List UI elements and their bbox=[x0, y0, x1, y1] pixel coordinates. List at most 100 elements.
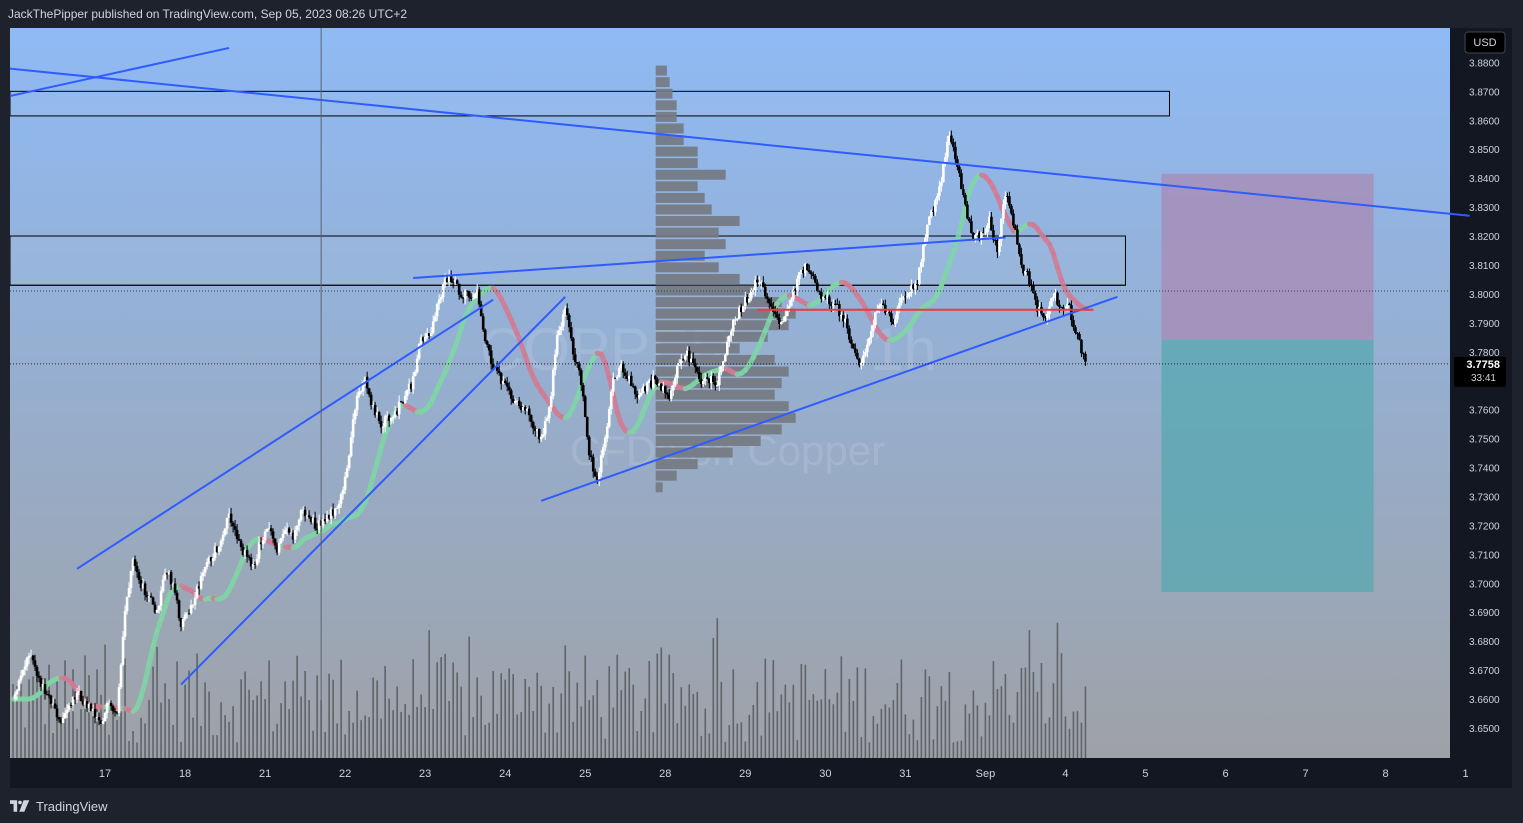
candle-body bbox=[365, 376, 369, 389]
volume-bar bbox=[252, 700, 254, 758]
volume-bar bbox=[984, 702, 987, 758]
candle-body bbox=[349, 437, 353, 456]
volume-bar bbox=[1004, 673, 1007, 758]
candle-body bbox=[451, 281, 455, 283]
candle-body bbox=[936, 196, 939, 201]
candle-body bbox=[435, 304, 439, 317]
candle-body bbox=[806, 263, 809, 271]
candle-body bbox=[649, 380, 653, 388]
volume-bar bbox=[324, 732, 326, 758]
volume-bar bbox=[420, 694, 422, 758]
candle-body bbox=[85, 701, 89, 709]
volume-bar bbox=[128, 740, 130, 758]
candle-body bbox=[253, 564, 257, 566]
volume-bar bbox=[604, 738, 607, 758]
time-axis-background bbox=[10, 758, 1512, 788]
candle-body bbox=[912, 285, 915, 289]
last-price-label: 3.7758 33:41 bbox=[1454, 356, 1506, 387]
volume-bar bbox=[928, 676, 931, 758]
volume-bar bbox=[660, 647, 663, 758]
candle-body bbox=[17, 680, 21, 691]
candle-body bbox=[129, 571, 133, 588]
candle-body bbox=[239, 540, 243, 548]
short-position-tool[interactable] bbox=[1161, 173, 1374, 592]
candle-body bbox=[447, 275, 451, 283]
candle-body bbox=[289, 532, 293, 534]
candle-body bbox=[930, 210, 933, 217]
ribbon-segment bbox=[610, 392, 620, 415]
volume-profile-row bbox=[655, 123, 684, 134]
price-axis[interactable]: 3.8800 3.8700 3.8600 3.8500 3.8400 3.8300 3.82… bbox=[1469, 58, 1500, 735]
candle-body bbox=[920, 262, 923, 268]
volume-bar bbox=[704, 708, 707, 758]
volume-bar bbox=[456, 672, 458, 758]
volume-bar bbox=[292, 680, 294, 758]
time-axis[interactable]: 17 18 21 22 23 24 25 28 29 30 31 Sep 4 5 6 7 8 1 bbox=[99, 768, 1469, 780]
volume-bar bbox=[848, 678, 851, 758]
candle-body bbox=[169, 571, 173, 585]
tradingview-footer[interactable]: TradingView bbox=[10, 797, 108, 815]
volume-bar bbox=[20, 681, 22, 758]
tradingview-logo-icon bbox=[10, 800, 30, 812]
volume-bar bbox=[1076, 711, 1079, 758]
volume-bar bbox=[536, 672, 539, 758]
candle-body bbox=[273, 538, 277, 546]
candle-body bbox=[433, 316, 437, 322]
volume-bar bbox=[764, 658, 767, 758]
time-tick-label: 22 bbox=[339, 768, 351, 780]
volume-bar bbox=[72, 669, 74, 758]
candle-body bbox=[23, 666, 27, 670]
usd-currency-button[interactable]: USD bbox=[1464, 31, 1506, 54]
volume-bar bbox=[776, 711, 779, 758]
ribbon-segment bbox=[138, 679, 148, 700]
candle-body bbox=[663, 386, 667, 393]
trendlines[interactable] bbox=[10, 46, 1470, 686]
candle-body bbox=[141, 583, 145, 589]
volume-bar bbox=[676, 723, 679, 758]
candle-body bbox=[125, 597, 129, 612]
candle-body bbox=[177, 600, 181, 619]
candle-body bbox=[161, 579, 165, 592]
volume-bar bbox=[740, 722, 743, 758]
volume-bar bbox=[528, 686, 531, 758]
candle-body bbox=[39, 677, 43, 687]
candle-body bbox=[495, 367, 499, 371]
candle-body bbox=[1082, 353, 1085, 355]
candle-body bbox=[673, 378, 677, 386]
candle-body bbox=[744, 296, 747, 307]
candle-body bbox=[1032, 285, 1035, 294]
candle-body bbox=[79, 691, 83, 701]
volume-profile-row bbox=[655, 389, 775, 400]
volume-bar bbox=[332, 679, 334, 758]
volume-bar bbox=[880, 708, 883, 758]
volume-profile-row bbox=[655, 192, 705, 203]
candle-body bbox=[627, 375, 631, 379]
volume-bar bbox=[1064, 716, 1067, 758]
candle-body bbox=[860, 362, 863, 366]
chart-svg[interactable]: COPPER 1h CFDs on Copper 3.88003.87003.8… bbox=[10, 28, 1512, 788]
candle-body bbox=[417, 343, 421, 359]
time-tick-label: 29 bbox=[739, 768, 751, 780]
volume-bar bbox=[120, 706, 122, 758]
candle-body bbox=[535, 428, 539, 431]
candle-body bbox=[904, 296, 907, 298]
candle-body bbox=[974, 234, 977, 240]
chart-frame[interactable]: COPPER 1h CFDs on Copper 3.88003.87003.8… bbox=[10, 28, 1512, 788]
candle-body bbox=[119, 664, 123, 688]
volume-bar bbox=[720, 681, 723, 758]
candle-body bbox=[305, 515, 309, 517]
candle-body bbox=[437, 299, 441, 305]
volume-bar bbox=[132, 731, 134, 758]
candle-body bbox=[583, 396, 587, 418]
volume-bar bbox=[136, 742, 138, 758]
stop-loss-zone bbox=[1161, 173, 1374, 341]
candle-body bbox=[55, 708, 59, 718]
volume-profile-row bbox=[655, 447, 733, 458]
candle-body bbox=[175, 592, 179, 601]
candle-body bbox=[173, 583, 177, 593]
candle-body bbox=[1024, 271, 1027, 274]
candle-body bbox=[840, 314, 843, 317]
time-tick-label: 31 bbox=[899, 768, 911, 780]
candle-body bbox=[794, 289, 797, 291]
candle-body bbox=[543, 421, 547, 435]
